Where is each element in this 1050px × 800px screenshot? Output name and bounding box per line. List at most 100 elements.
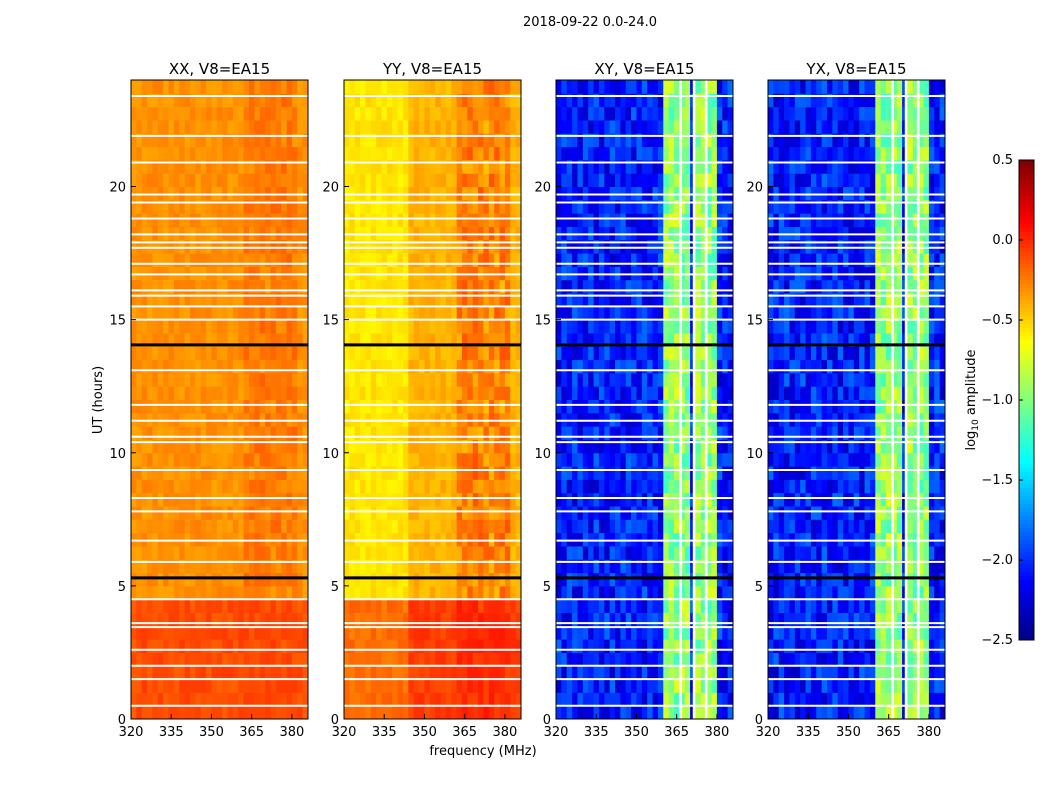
heatmap-cell: [243, 572, 250, 587]
heatmap-cell: [184, 133, 191, 148]
heatmap-cell: [679, 372, 686, 387]
heatmap-cell: [386, 386, 393, 400]
heatmap-cell: [588, 133, 595, 148]
heatmap-cell: [722, 332, 729, 347]
heatmap-cell: [254, 572, 261, 587]
heatmap-cell: [668, 412, 675, 427]
heatmap-cell: [440, 159, 447, 174]
heatmap-cell: [136, 319, 143, 334]
heatmap-cell: [435, 585, 442, 600]
heatmap-cell: [582, 545, 589, 560]
heatmap-cell: [344, 359, 350, 374]
heatmap-cell: [572, 173, 578, 187]
heatmap-cell: [297, 439, 304, 454]
heatmap-cell: [472, 679, 479, 693]
heatmap-cell: [504, 226, 511, 241]
heatmap-cell: [429, 226, 436, 241]
heatmap-cell: [157, 639, 164, 653]
heatmap-cell: [566, 199, 573, 214]
x-tick-label: 365: [664, 725, 689, 740]
heatmap-cell: [631, 106, 637, 121]
heatmap-cell: [275, 239, 282, 254]
heatmap-cell: [499, 186, 506, 201]
heatmap-cell: [141, 173, 148, 187]
heatmap-cell: [467, 119, 474, 134]
heatmap-cell: [647, 279, 654, 294]
heatmap-cell: [270, 665, 277, 680]
heatmap-cell: [291, 625, 298, 640]
heatmap-cell: [211, 266, 218, 281]
heatmap-cell: [281, 665, 288, 680]
heatmap-cell: [386, 585, 393, 600]
heatmap-cell: [684, 679, 691, 693]
heatmap-cell: [365, 332, 372, 347]
heatmap-cell: [136, 452, 143, 467]
heatmap-cell: [593, 226, 600, 241]
heatmap-cell: [435, 346, 442, 361]
heatmap-cell: [354, 253, 361, 267]
heatmap-cell: [684, 559, 691, 574]
heatmap-cell: [243, 293, 250, 307]
heatmap-cell: [243, 532, 250, 547]
heatmap-cell: [168, 412, 175, 427]
heatmap-cell: [206, 119, 212, 134]
heatmap-cell: [435, 159, 442, 174]
heatmap-cell: [173, 133, 180, 148]
heatmap-cell: [435, 146, 442, 161]
heatmap-cell: [381, 346, 388, 361]
heatmap-cell: [200, 226, 207, 241]
heatmap-cell: [424, 386, 431, 400]
heatmap-cell: [179, 266, 186, 281]
heatmap-cell: [238, 612, 245, 627]
heatmap-cell: [429, 665, 436, 680]
heatmap-cell: [184, 625, 191, 640]
heatmap-cell: [652, 359, 659, 374]
heatmap-cell: [588, 466, 595, 480]
heatmap-cell: [281, 492, 288, 507]
heatmap-cell: [472, 492, 479, 507]
heatmap-cell: [609, 625, 616, 640]
heatmap-cell: [243, 306, 250, 321]
heatmap-cell: [216, 159, 223, 174]
heatmap-cell: [663, 639, 670, 653]
heatmap-cell: [349, 346, 356, 361]
heatmap-cell: [141, 572, 148, 587]
heatmap-cell: [494, 519, 501, 534]
heatmap-cell: [179, 293, 186, 307]
heatmap-cell: [195, 306, 202, 321]
heatmap-cell: [700, 639, 707, 653]
x-tick-label: 335: [159, 725, 184, 740]
heatmap-cell: [365, 80, 372, 94]
heatmap-cell: [291, 146, 298, 161]
heatmap-cell: [440, 253, 447, 267]
heatmap-cell: [494, 679, 501, 693]
heatmap-cell: [413, 492, 420, 507]
heatmap-cell: [297, 625, 304, 640]
heatmap-cell: [462, 319, 468, 334]
heatmap-cell: [706, 80, 713, 94]
heatmap-cell: [136, 213, 143, 227]
heatmap-cell: [647, 213, 654, 227]
heatmap-cell: [195, 332, 202, 347]
heatmap-cell: [494, 639, 501, 653]
heatmap-cell: [462, 199, 468, 214]
heatmap-cell: [232, 399, 239, 414]
heatmap-cell: [249, 452, 255, 467]
heatmap-cell: [499, 519, 506, 534]
heatmap-cell: [499, 532, 506, 547]
heatmap-cell: [577, 359, 584, 374]
heatmap-cell: [652, 386, 659, 400]
heatmap-cell: [652, 572, 659, 587]
heatmap-cell: [510, 199, 517, 214]
heatmap-cell: [445, 239, 452, 254]
heatmap-cell: [478, 239, 484, 254]
heatmap-cell: [598, 199, 605, 214]
heatmap-cell: [657, 372, 664, 387]
heatmap-cell: [582, 266, 589, 281]
heatmap-cell: [190, 80, 196, 94]
heatmap-cell: [440, 346, 447, 361]
heatmap-cell: [695, 412, 702, 427]
heatmap-cell: [370, 639, 377, 653]
heatmap-cell: [168, 386, 175, 400]
heatmap-cell: [403, 386, 409, 400]
